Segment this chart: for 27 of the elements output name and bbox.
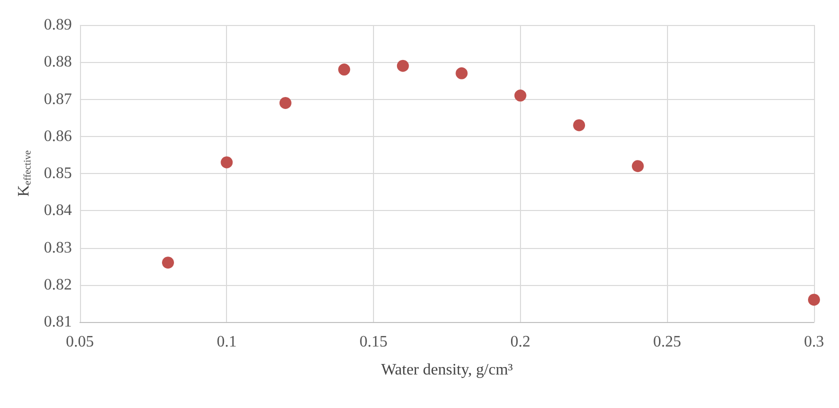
- x-tick-label: 0.3: [804, 334, 824, 350]
- point: [573, 119, 586, 132]
- point: [220, 156, 233, 168]
- y-tick-label: 0.89: [44, 16, 72, 34]
- x-tick-label: 0.1: [216, 334, 237, 350]
- y-tick-label: 0.83: [44, 239, 72, 256]
- point: [162, 256, 174, 269]
- point: [808, 294, 820, 306]
- point: [396, 60, 409, 72]
- x-axis-title: Water density, g/cm³: [381, 362, 514, 378]
- point: [338, 64, 350, 76]
- point: [514, 90, 526, 102]
- x-tick-label: 0.2: [510, 334, 530, 350]
- x-tick-label: 0.25: [653, 334, 682, 350]
- x-tick-label: 0.05: [66, 334, 94, 350]
- y-tick-label: 0.87: [44, 90, 72, 108]
- point: [456, 67, 468, 80]
- y-axis-title: Keffective: [16, 150, 34, 197]
- point: [632, 160, 644, 172]
- point: [279, 96, 292, 109]
- y-tick-label: 0.82: [44, 276, 72, 294]
- x-tick-label: 0.15: [360, 334, 388, 350]
- y-tick-label: 0.85: [44, 165, 72, 182]
- y-tick-label: 0.88: [44, 54, 72, 71]
- y-tick-label: 0.84: [44, 202, 72, 220]
- y-tick-label: 0.81: [44, 314, 72, 330]
- y-tick-label: 0.86: [44, 128, 72, 145]
